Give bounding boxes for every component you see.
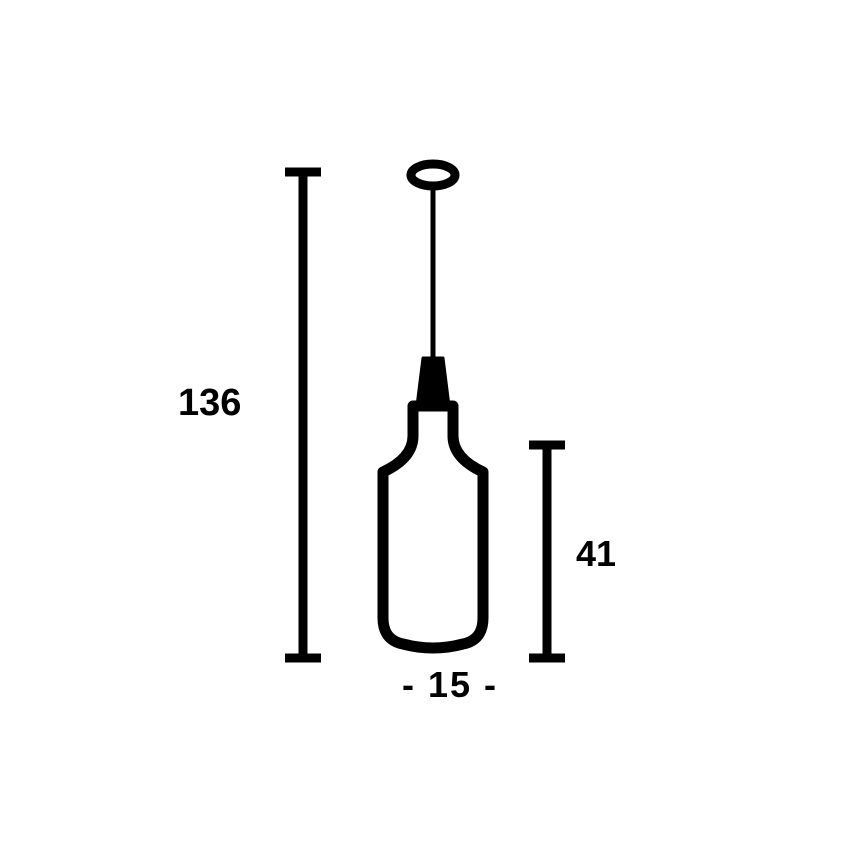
drawing-svg: [0, 0, 868, 868]
dimension-diagram: 136 41 - 15 -: [0, 0, 868, 868]
label-total-height: 136: [178, 382, 241, 425]
label-shade-height: 41: [576, 533, 616, 575]
label-width: - 15 -: [402, 664, 498, 706]
